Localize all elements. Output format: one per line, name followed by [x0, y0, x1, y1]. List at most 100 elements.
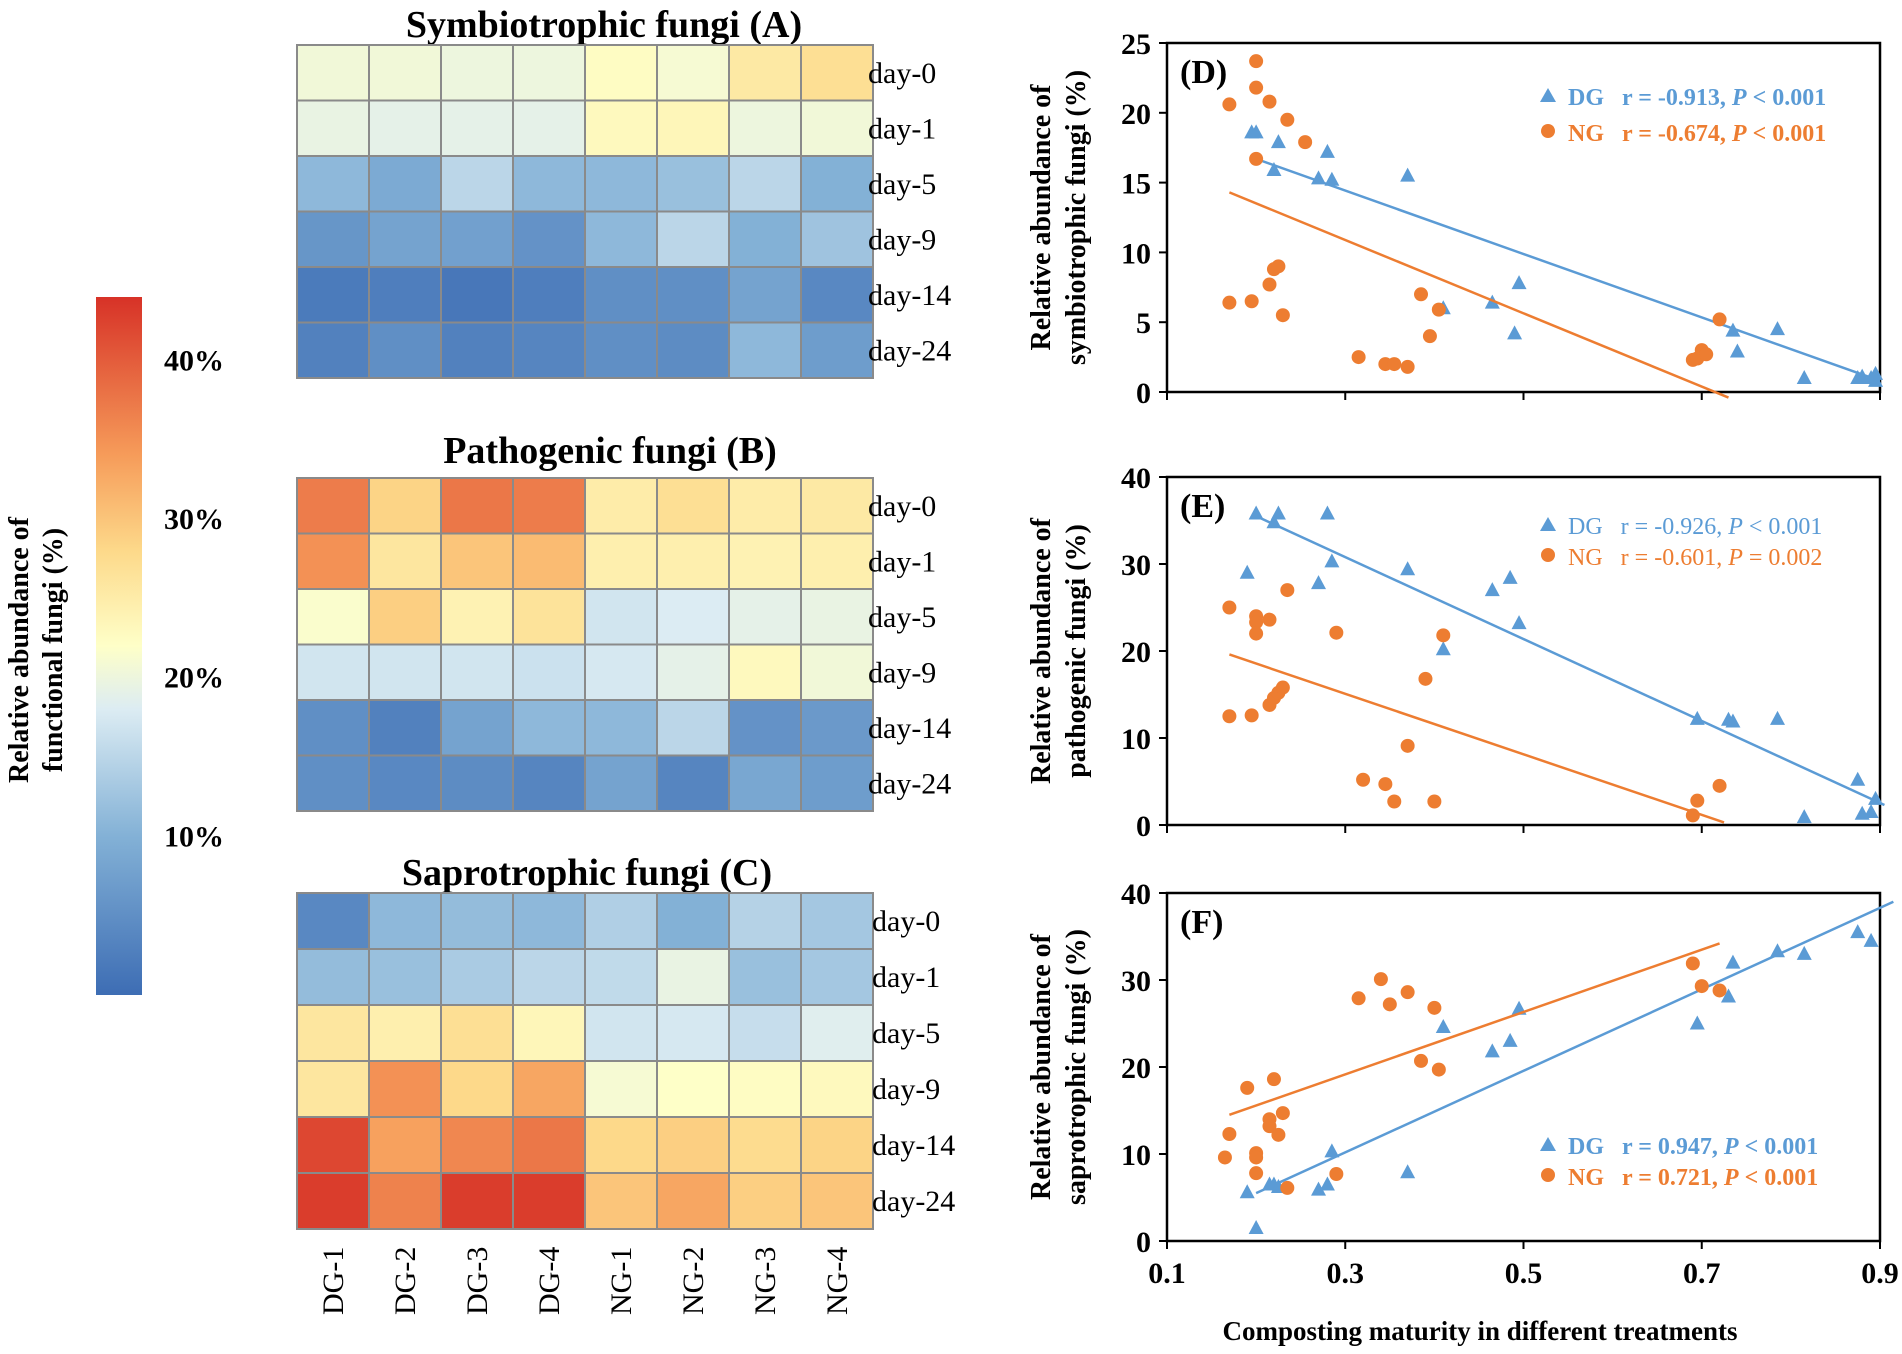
colorbar-tick-label: 10%: [164, 820, 224, 853]
ng-data-point: [1690, 793, 1705, 808]
ng-data-point: [1373, 972, 1388, 987]
heatmap-cell: [584, 1060, 658, 1118]
heatmap-cell: [296, 44, 370, 102]
y-tick-label: 30: [1121, 549, 1151, 582]
heatmap-cell: [440, 754, 514, 812]
heatmap-cell: [368, 588, 442, 646]
heatmap-cell: [440, 699, 514, 757]
heatmap-cell: [296, 699, 370, 757]
y-tick-label: 40: [1121, 462, 1151, 495]
heatmap-cell: [440, 892, 514, 950]
heatmap-cell: [512, 99, 586, 157]
ng-data-point: [1275, 1106, 1290, 1121]
heatmap-column-label: DG-4: [533, 1247, 566, 1315]
heatmap-cell: [512, 754, 586, 812]
heatmap-cell: [368, 948, 442, 1006]
dg-data-point: [1863, 803, 1879, 818]
heatmap-cell: [656, 754, 730, 812]
heatmap-cell: [368, 44, 442, 102]
x-tick-label: 0.3: [1327, 1257, 1365, 1290]
heatmap-cell: [584, 1172, 658, 1230]
ng-data-point: [1249, 54, 1264, 69]
heatmap-cell: [296, 155, 370, 213]
ng-data-point: [1699, 347, 1714, 362]
heatmap-cell: [512, 266, 586, 324]
heatmap-cell: [584, 754, 658, 812]
heatmap-cell: [656, 321, 730, 379]
y-tick-label: 25: [1121, 28, 1151, 61]
dg-data-point: [1319, 143, 1335, 158]
heatmap-cell: [584, 532, 658, 590]
dg-data-point: [1484, 582, 1500, 597]
heatmap-cell: [728, 754, 802, 812]
heatmap-cell: [800, 948, 874, 1006]
heatmap-cell: [440, 588, 514, 646]
heatmap-cell: [512, 948, 586, 1006]
heatmap-cell: [512, 44, 586, 102]
ng-data-point: [1262, 1119, 1277, 1134]
heatmap-cell: [584, 266, 658, 324]
heatmap-cell: [512, 155, 586, 213]
ng-data-point: [1249, 151, 1264, 166]
ng-data-point: [1351, 350, 1366, 365]
heatmap-cell: [368, 266, 442, 324]
heatmap-row-label: day-0: [868, 490, 936, 523]
heatmap-column-labels: DG-1 DG-2 DG-3 DG-4 NG-1 NG-2 NG-3 NG-4: [317, 1247, 854, 1315]
x-axis-title: Composting maturity in different treatme…: [1223, 1316, 1738, 1346]
heatmap-cell: [368, 210, 442, 268]
dg-data-point: [1400, 561, 1416, 576]
dg-data-point: [1400, 1164, 1416, 1179]
heatmap-cell: [656, 477, 730, 535]
heatmap-column-label: DG-1: [317, 1247, 350, 1315]
heatmap-cell: [584, 1004, 658, 1062]
dg-data-point: [1868, 790, 1884, 805]
ng-data-point: [1280, 112, 1295, 127]
heatmap-cell: [512, 699, 586, 757]
heatmap-cell: [728, 266, 802, 324]
ng-data-point: [1431, 302, 1446, 317]
heatmap-cell: [296, 754, 370, 812]
heatmap-title: Saprotrophic fungi (C): [402, 852, 772, 894]
heatmap-cell: [584, 892, 658, 950]
dg-data-point: [1796, 370, 1812, 385]
ng-data-point: [1266, 1072, 1281, 1087]
dg-data-point: [1248, 505, 1264, 520]
dg-fit-line: [1255, 515, 1885, 807]
heatmap-cell: [800, 321, 874, 379]
dg-data-point: [1689, 710, 1705, 725]
heatmap-cell: [296, 948, 370, 1006]
heatmap-cell: [800, 643, 874, 701]
heatmap-cell: [728, 477, 802, 535]
ng-data-point: [1249, 1150, 1264, 1165]
ng-data-point: [1382, 997, 1397, 1012]
legend-ng-marker: [1541, 124, 1555, 138]
heatmap-cell: [656, 643, 730, 701]
heatmap-row-label: day-5: [872, 1017, 940, 1050]
heatmap-cell: [728, 210, 802, 268]
y-tick-label: 20: [1121, 1052, 1151, 1085]
ng-data-point: [1427, 1000, 1442, 1015]
dg-data-point: [1319, 505, 1335, 520]
dg-fit-line: [1255, 157, 1881, 383]
heatmap-cell: [368, 1060, 442, 1118]
heatmap-column-label: NG-1: [605, 1247, 638, 1315]
scatter-symbiotrophic: 0 5 10 15 20 25 Relative abundance of symbiotro…: [1026, 28, 1884, 410]
colorbar: 40% 30% 20% 10% Relative abundance of funct…: [4, 297, 224, 995]
ng-data-point: [1351, 991, 1366, 1006]
heatmap-row-label: day-9: [868, 223, 936, 256]
legend-dg-marker: [1540, 1137, 1556, 1151]
heatmap-cell: [368, 892, 442, 950]
heatmap-cell: [728, 155, 802, 213]
ng-data-point: [1387, 794, 1402, 809]
ng-data-point: [1280, 583, 1295, 598]
heatmap-cell: [440, 1004, 514, 1062]
heatmap-cell: [296, 1060, 370, 1118]
dg-data-point: [1435, 1018, 1451, 1033]
dg-data-point: [1435, 641, 1451, 656]
heatmap-cell: [656, 532, 730, 590]
y-tick-label: 0: [1136, 377, 1151, 410]
heatmap-row-label: day-1: [868, 545, 936, 578]
heatmap-cell: [728, 99, 802, 157]
heatmap-row-label: day-14: [868, 279, 951, 312]
